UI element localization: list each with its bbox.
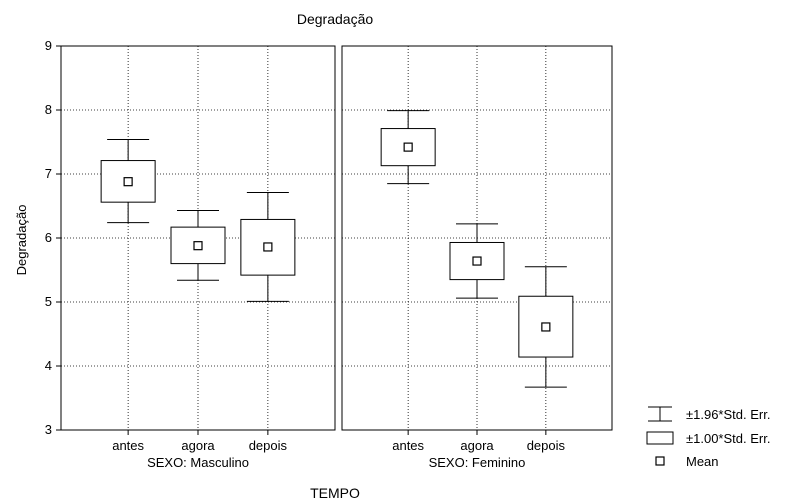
y-tick-label: 8 — [45, 102, 52, 117]
box-group-agora — [449, 223, 505, 299]
y-tick-label: 3 — [45, 422, 52, 437]
x-tick-label: agora — [181, 438, 215, 453]
y-axis-label: Degradação — [14, 205, 29, 276]
panel-label: SEXO: Feminino — [429, 455, 526, 470]
y-tick-label: 9 — [45, 38, 52, 53]
x-tick-label: antes — [392, 438, 424, 453]
x-tick-label: antes — [112, 438, 144, 453]
legend-entry-mean: Mean — [655, 454, 719, 469]
x-axis-label: TEMPO — [310, 485, 360, 501]
mean-marker — [472, 256, 482, 266]
y-tick-label: 7 — [45, 166, 52, 181]
chart-title: Degradação — [297, 11, 373, 27]
legend-box-swatch — [646, 431, 674, 445]
mean-marker — [263, 242, 273, 252]
legend-label: ±1.96*Std. Err. — [686, 407, 770, 422]
box-group-depois — [240, 192, 296, 302]
y-tick-label: 4 — [45, 358, 52, 373]
box-group-agora — [170, 209, 226, 281]
mean-marker — [541, 322, 551, 332]
mean-marker — [403, 142, 413, 152]
legend-mean-swatch — [655, 456, 665, 466]
legend-label: ±1.00*Std. Err. — [686, 431, 770, 446]
legend-entry-box: ±1.00*Std. Err. — [646, 431, 770, 446]
legend: ±1.96*Std. Err. ±1.00*Std. Err. Mean — [646, 406, 770, 469]
box-group-depois — [518, 266, 574, 388]
panel-label: SEXO: Masculino — [147, 455, 249, 470]
legend-entry-whisker: ±1.96*Std. Err. — [648, 406, 770, 422]
x-tick-label: agora — [460, 438, 494, 453]
x-tick-label: depois — [527, 438, 566, 453]
x-tick-label: depois — [249, 438, 288, 453]
mean-marker — [193, 241, 203, 251]
y-tick-label: 5 — [45, 294, 52, 309]
box-group-antes — [380, 110, 436, 185]
y-tick-label: 6 — [45, 230, 52, 245]
box-group-antes — [100, 138, 156, 224]
legend-label: Mean — [686, 454, 719, 469]
mean-marker — [123, 177, 133, 187]
